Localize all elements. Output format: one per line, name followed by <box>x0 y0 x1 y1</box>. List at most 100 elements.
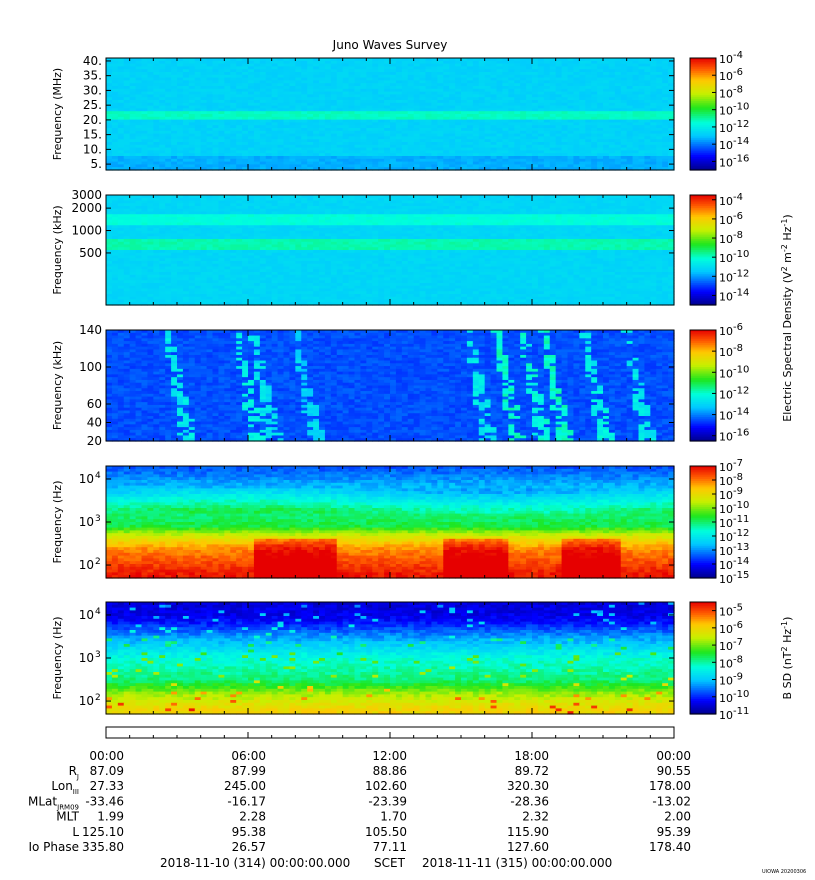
colorbar-tick-label: 10 <box>719 122 733 135</box>
ephemeris-value: 87.09 <box>90 764 124 778</box>
colorbar-tick-label: 10 <box>719 709 733 722</box>
y-tick-label: 10 <box>79 558 94 572</box>
colorbar-tick-exponent: -8 <box>733 472 743 483</box>
y-tick-label: 30. <box>83 83 102 97</box>
spectrogram-image-5 <box>106 602 675 715</box>
colorbar-tick-exponent: -12 <box>733 119 749 130</box>
colorbar-tick-label: 10 <box>719 489 733 502</box>
y-tick-label: 2000 <box>71 201 102 215</box>
ephemeris-value: 1.99 <box>97 810 124 824</box>
colorbar-frame <box>689 601 717 715</box>
y-tick-exponent: 4 <box>95 607 101 617</box>
spectrogram-image-4 <box>106 466 675 579</box>
y-axis-label: Frequency (MHz) <box>51 68 64 160</box>
colorbar-label-part: -1 <box>780 219 789 227</box>
colorbar-tick-label: 10 <box>719 53 733 66</box>
colorbar-tick-exponent: -11 <box>733 514 749 525</box>
colorbar-tick-label: 10 <box>719 233 733 246</box>
colorbar-tick-label: 10 <box>719 290 733 303</box>
colorbar-tick-exponent: -10 <box>733 500 749 511</box>
colorbar-tick-exponent: -16 <box>733 428 749 439</box>
colorbar-label-part: Hz <box>781 226 794 244</box>
colorbar-tick-exponent: -13 <box>733 542 749 553</box>
y-tick-label: 10 <box>79 472 94 486</box>
ephemeris-row-label: MLT <box>56 810 79 824</box>
y-tick-label: 500 <box>79 246 102 260</box>
y-tick-label: 100 <box>79 360 102 374</box>
colorbar-tick-exponent: -6 <box>733 322 743 333</box>
colorbar-tick-label: 10 <box>719 692 733 705</box>
y-tick-label: 10 <box>79 608 94 622</box>
ephemeris-value: -23.39 <box>368 794 407 808</box>
y-tick-label: 20 <box>87 434 102 448</box>
colorbar-tick-label: 10 <box>719 675 733 688</box>
colorbar-label-part: 2 <box>780 646 789 651</box>
ephemeris-value: 95.38 <box>232 825 266 839</box>
colorbar-tick-exponent: -8 <box>733 654 743 665</box>
ephemeris-row-label: L <box>72 825 79 839</box>
ephemeris-label-subscript: JRM09 <box>56 803 79 811</box>
y-tick-exponent: 4 <box>95 471 101 481</box>
colorbar-tick-label: 10 <box>719 503 733 516</box>
colorbar-label-part: -2 <box>780 244 789 252</box>
ephemeris-row-label: RJ <box>69 764 79 781</box>
y-tick-label: 35. <box>83 69 102 83</box>
footer-stamp: UIOWA 20200306 <box>762 869 806 875</box>
ephemeris-row-label: LonIII <box>51 779 79 796</box>
colorbar-tick-exponent: -4 <box>733 50 743 61</box>
colorbar-label-part: Electric Spectral Density (V <box>781 271 794 422</box>
colorbar-tick-label: 10 <box>719 346 733 359</box>
colorbar-tick-label: 10 <box>719 461 733 474</box>
ephemeris-value: 178.40 <box>649 840 691 854</box>
colorbar-tick-exponent: -5 <box>733 603 743 614</box>
ephemeris-label-text: Lon <box>51 779 72 793</box>
colorbar-label: Electric Spectral Density (V2 m-2 Hz-1) <box>780 214 794 421</box>
colorbar-tick-exponent: -8 <box>733 84 743 95</box>
y-axis-label: Frequency (kHz) <box>51 205 64 294</box>
x-tick-label: 12:00 <box>372 749 407 763</box>
colorbar-tick-label: 10 <box>719 559 733 572</box>
ephemeris-value: 245.00 <box>224 779 266 793</box>
colorbar-tick-exponent: -14 <box>733 287 749 298</box>
colorbar-tick-label: 10 <box>719 410 733 423</box>
spectrogram-panel-1: 40.35.30.25.20.15.10.5. Frequency (MHz) 10… <box>51 50 749 171</box>
colorbar-tick-exponent: -14 <box>733 136 749 147</box>
x-tick-label: 06:00 <box>231 749 266 763</box>
ephemeris-label-text: Io Phase <box>28 840 79 854</box>
footer-scet: SCET <box>374 856 406 870</box>
y-tick-exponent: 2 <box>95 693 101 703</box>
colorbar-tick-label: 10 <box>719 606 733 619</box>
y-tick-label: 10 <box>79 694 94 708</box>
ephemeris-label-text: L <box>72 825 79 839</box>
colorbar-tick-label: 10 <box>719 87 733 100</box>
colorbar-tick-label: 10 <box>719 573 733 586</box>
y-tick-exponent: 3 <box>95 514 101 524</box>
colorbar-label-part: ) <box>781 617 794 621</box>
colorbar-label-part: -1 <box>780 621 789 629</box>
y-tick-label: 10. <box>83 142 102 156</box>
x-tick-label: 00:00 <box>656 749 691 763</box>
colorbar-tick-exponent: -14 <box>733 556 749 567</box>
ephemeris-value: 2.00 <box>664 810 691 824</box>
y-axis-label: Frequency (kHz) <box>51 341 64 430</box>
y-tick-label: 10 <box>79 651 94 665</box>
colorbar-tick-exponent: -12 <box>733 385 749 396</box>
colorbar-label: B SD (nT2 Hz-1) <box>780 617 794 700</box>
ephemeris-value: -16.17 <box>227 794 266 808</box>
ephemeris-value: 87.99 <box>232 764 266 778</box>
ephemeris-label-subscript: III <box>73 788 79 796</box>
colorbar-tick-label: 10 <box>719 214 733 227</box>
colorbar-tick-exponent: -4 <box>733 192 743 203</box>
colorbar-frame <box>689 194 717 306</box>
colorbar-tick-label: 10 <box>719 325 733 338</box>
colorbar-tick-label: 10 <box>719 195 733 208</box>
colorbar-tick-exponent: -10 <box>733 249 749 260</box>
y-tick-label: 40 <box>87 416 102 430</box>
chart-title: Juno Waves Survey <box>332 38 448 52</box>
y-tick-label: 10 <box>79 515 94 529</box>
